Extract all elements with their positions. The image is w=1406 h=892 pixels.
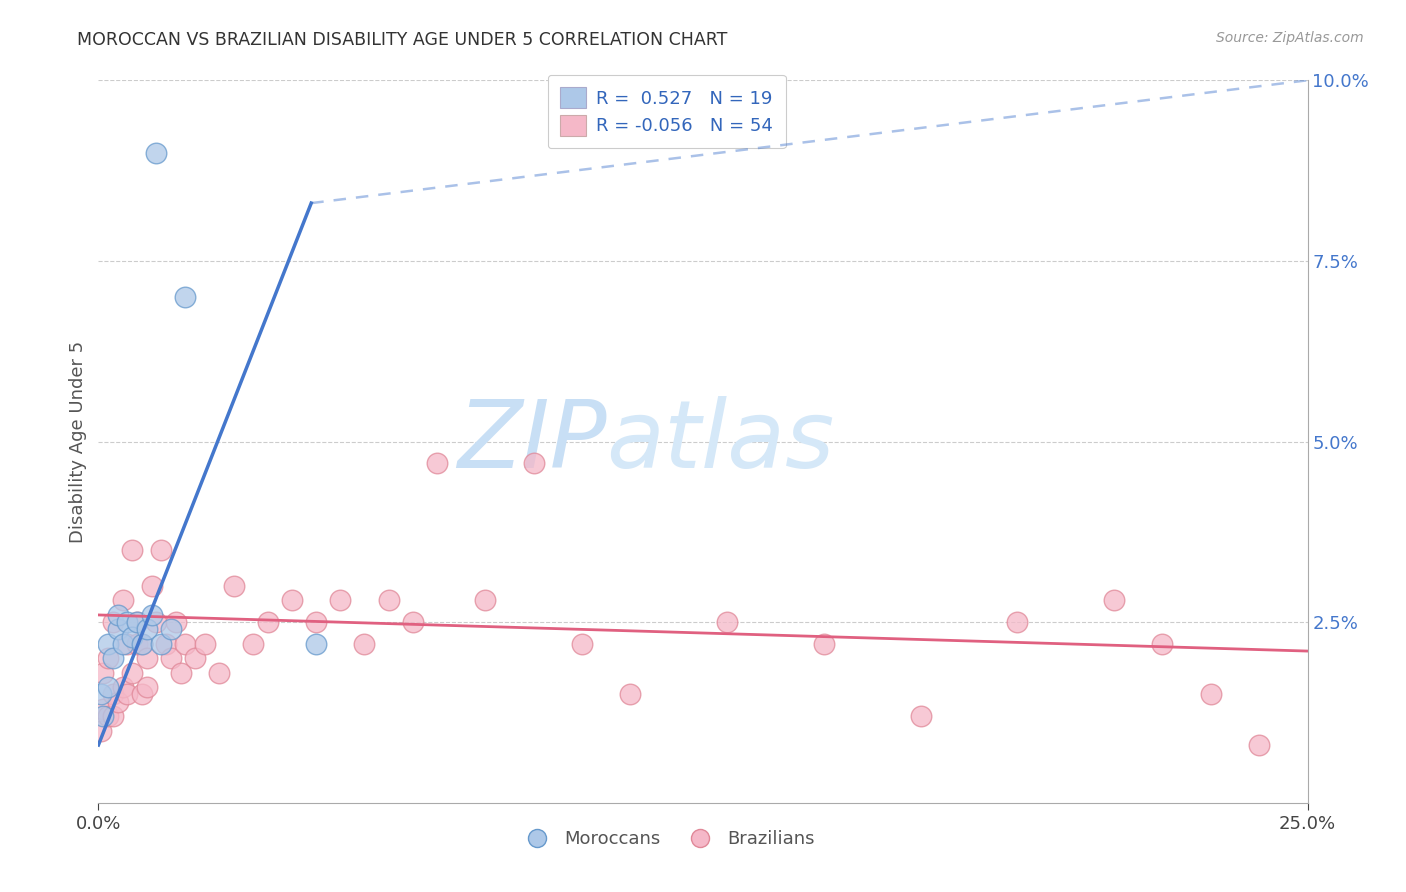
Point [97,651,120,665]
Point [1007,615,1029,630]
Point [813,637,835,651]
Point [222,579,245,593]
Point [1152,637,1174,651]
Point [90,723,112,738]
Point [160,651,183,665]
Point [160,623,183,637]
Point [107,607,129,622]
Point [402,615,425,630]
Point [131,637,153,651]
Text: atlas: atlas [606,396,835,487]
Point [281,593,304,607]
Point [91,665,114,680]
Point [111,680,134,694]
Point [353,637,375,651]
Point [97,637,120,651]
Point [135,651,157,665]
Point [135,623,157,637]
Point [121,630,143,644]
Point [174,637,197,651]
Point [107,623,129,637]
Point [426,456,449,470]
Point [101,651,124,665]
Point [1199,687,1222,701]
Point [174,290,197,304]
Point [111,637,134,651]
Point [131,637,153,651]
Point [101,709,124,723]
Point [474,593,496,607]
Point [716,615,738,630]
Point [377,593,399,607]
Point [1249,738,1271,752]
Point [910,709,932,723]
Point [117,687,139,701]
Point [256,615,278,630]
Point [165,615,187,630]
Point [1102,593,1125,607]
Text: ZIP: ZIP [457,396,606,487]
Point [305,637,328,651]
Point [242,637,264,651]
Point [117,637,139,651]
Point [131,687,153,701]
Point [141,579,163,593]
Point [127,615,149,630]
Point [101,687,124,701]
Text: MOROCCAN VS BRAZILIAN DISABILITY AGE UNDER 5 CORRELATION CHART: MOROCCAN VS BRAZILIAN DISABILITY AGE UND… [77,31,728,49]
Point [305,615,328,630]
Point [121,542,143,557]
Point [194,637,217,651]
Point [107,695,129,709]
Point [150,637,173,651]
Point [619,687,641,701]
Point [523,456,546,470]
Point [571,637,593,651]
Point [184,651,207,665]
Point [127,637,149,651]
Point [329,593,352,607]
Point [169,665,191,680]
Point [97,680,120,694]
Point [91,702,114,716]
Point [135,680,157,694]
Point [97,709,120,723]
Point [121,665,143,680]
Point [127,615,149,630]
Point [150,542,173,557]
Point [101,615,124,630]
Legend: Moroccans, Brazilians: Moroccans, Brazilians [512,822,821,855]
Point [155,637,177,651]
Point [91,709,114,723]
Point [117,615,139,630]
Point [90,687,112,701]
Point [208,665,231,680]
Y-axis label: Disability Age Under 5: Disability Age Under 5 [69,341,87,542]
Point [145,145,167,160]
Point [111,593,134,607]
Point [141,607,163,622]
Point [145,615,167,630]
Text: Source: ZipAtlas.com: Source: ZipAtlas.com [1216,31,1364,45]
